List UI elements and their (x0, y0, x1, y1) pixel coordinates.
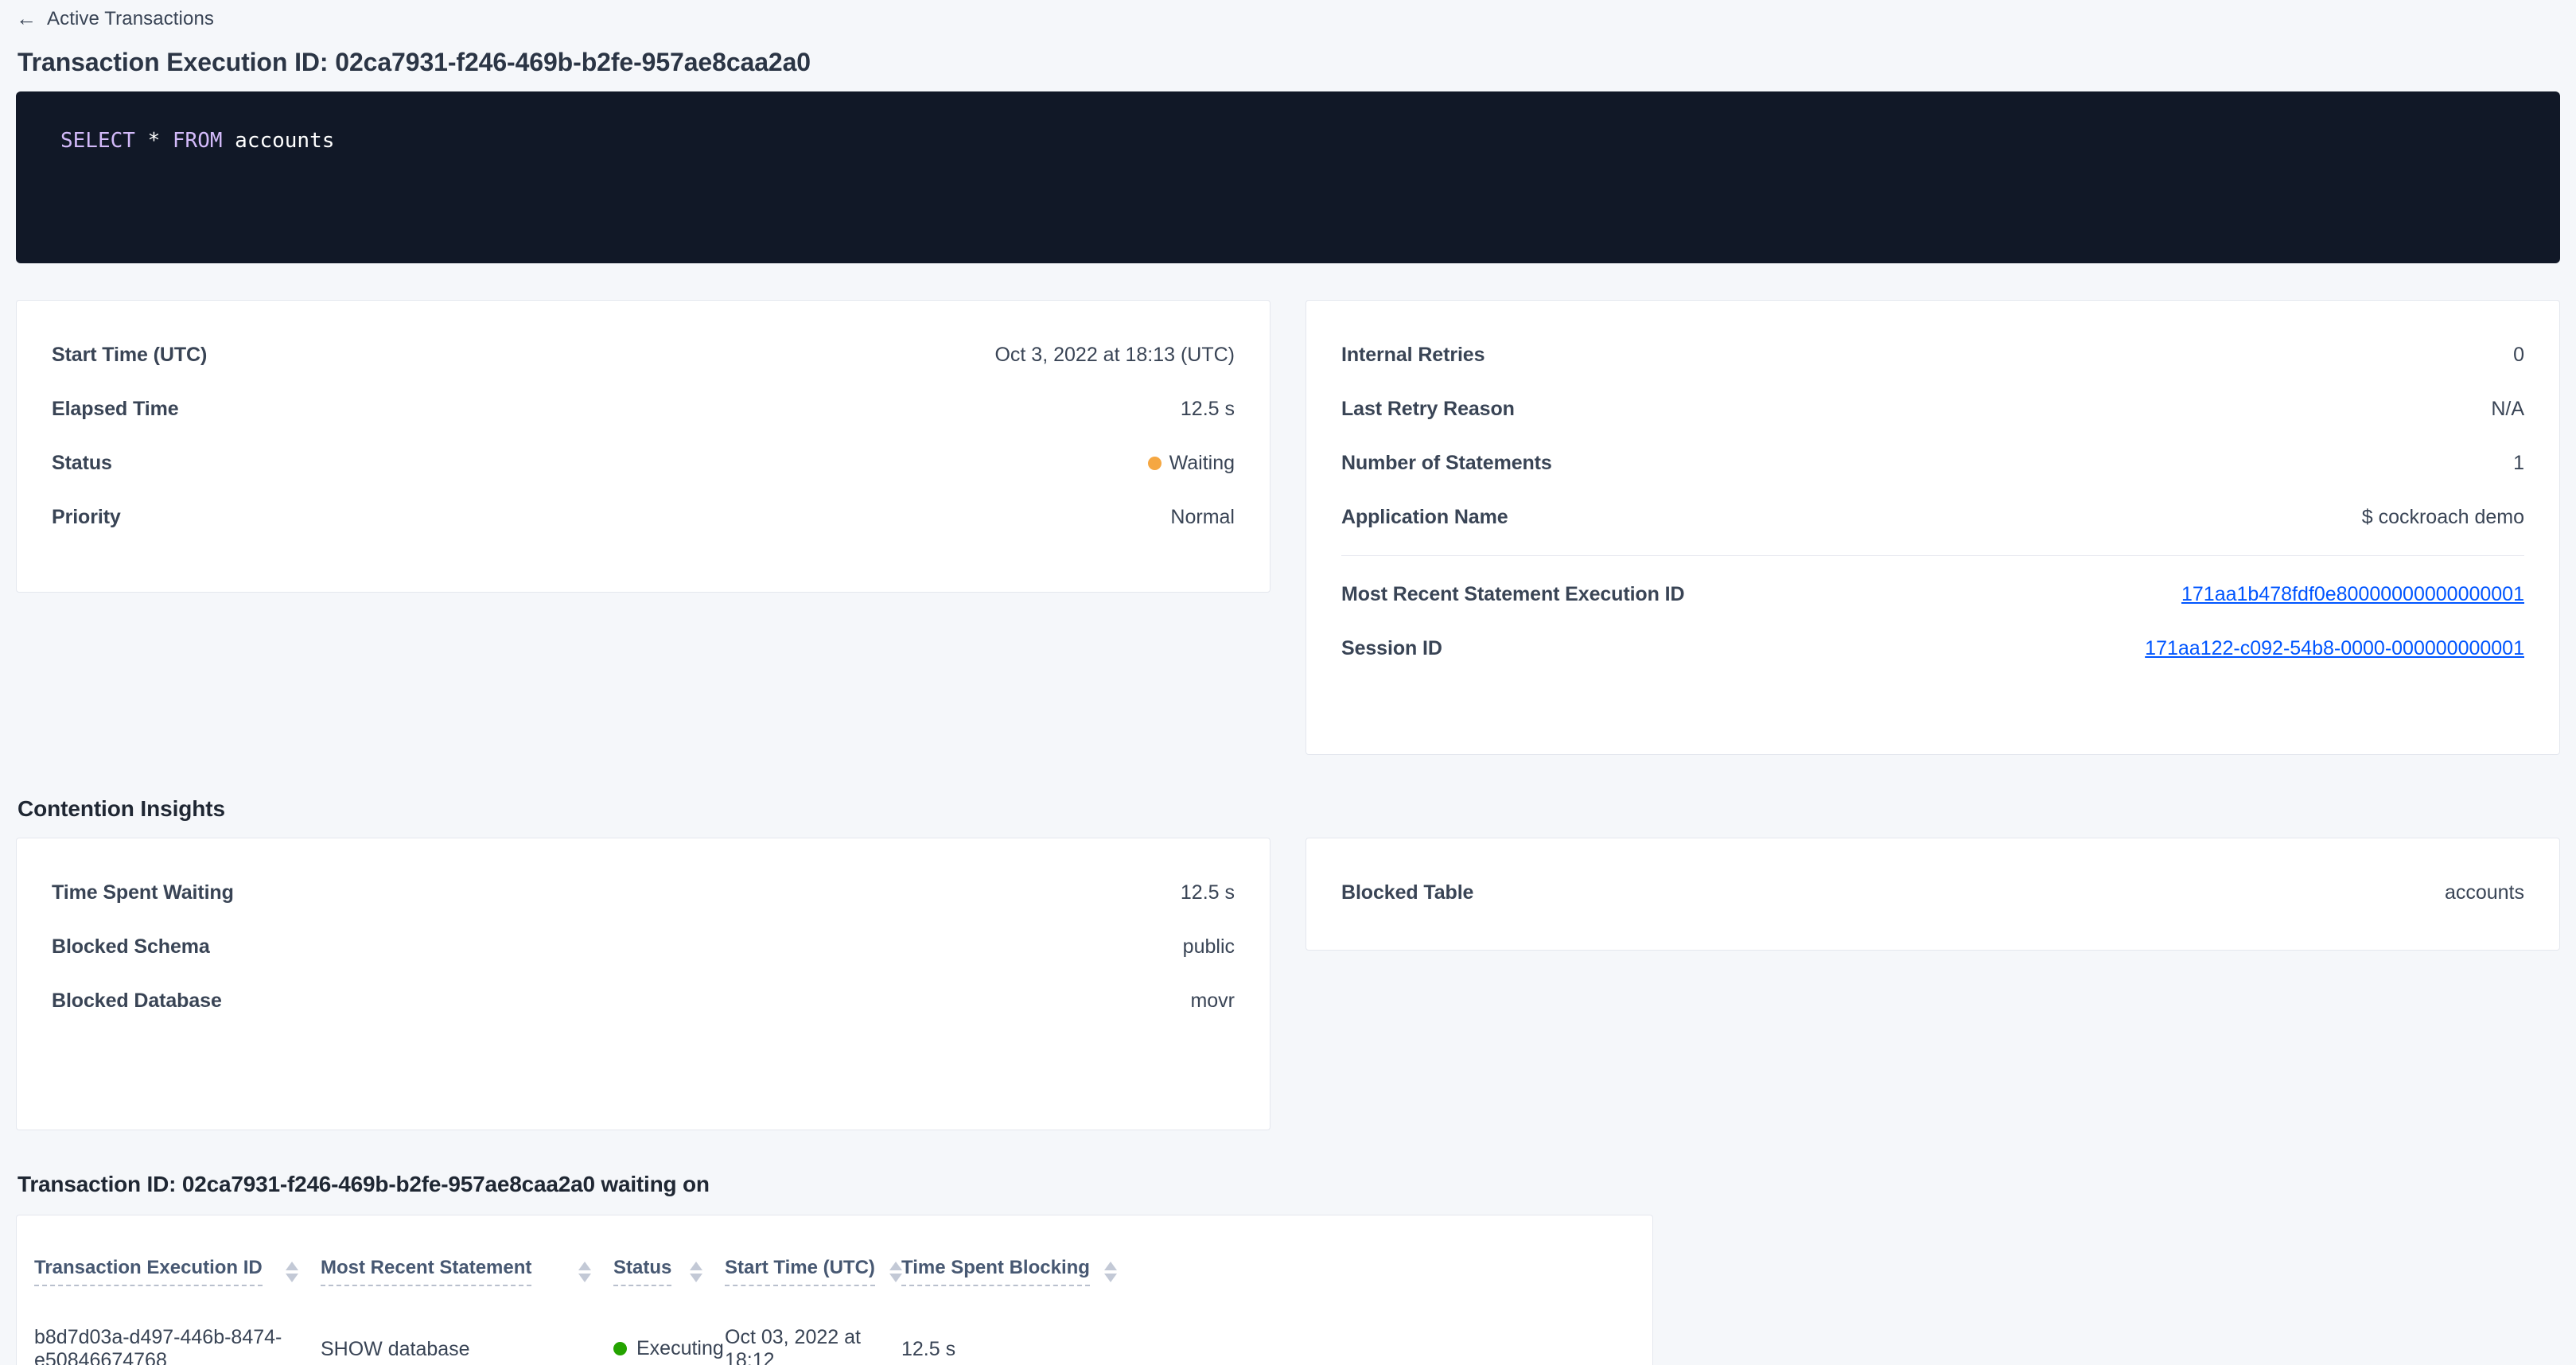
waiting-on-heading: Transaction ID: 02ca7931-f246-469b-b2fe-… (18, 1172, 710, 1196)
column-header-label[interactable]: Transaction Execution ID (34, 1257, 263, 1286)
detail-row-blocked-table: Blocked Table accounts (1341, 865, 2524, 920)
status-dot-waiting-icon (1147, 456, 1162, 470)
detail-label: Most Recent Statement Execution ID (1341, 582, 1685, 605)
sql-table-identifier: accounts (222, 129, 335, 153)
detail-value: Normal (1170, 505, 1235, 528)
cell-status: Executing (613, 1297, 725, 1365)
detail-label: Last Retry Reason (1341, 397, 1515, 420)
cell-transaction-execution-id[interactable]: b8d7d03a-d497-446b-8474-e50846674768 (34, 1297, 321, 1365)
detail-label: Number of Statements (1341, 451, 1552, 474)
column-header-transaction-execution-id[interactable]: Transaction Execution ID (34, 1215, 321, 1297)
column-header-label[interactable]: Status (613, 1257, 672, 1286)
column-header-label[interactable]: Start Time (UTC) (725, 1257, 875, 1286)
detail-value: 0 (2513, 343, 2524, 366)
detail-row-application-name: Application Name $ cockroach demo (1341, 490, 2524, 544)
contention-cards-row: Time Spent Waiting 12.5 s Blocked Schema… (16, 838, 2560, 1130)
column-header-time-spent-blocking[interactable]: Time Spent Blocking (901, 1215, 1117, 1297)
sort-toggle-icon[interactable] (286, 1261, 298, 1282)
detail-value: 12.5 s (1180, 397, 1235, 420)
cell-start-time: Oct 03, 2022 at 18:12 (725, 1297, 901, 1365)
cell-text: b8d7d03a-d497-446b-8474-e50846674768 (34, 1326, 282, 1365)
detail-row-most-recent-statement-execution-id: Most Recent Statement Execution ID 171aa… (1341, 567, 2524, 621)
detail-value: 1 (2513, 451, 2524, 474)
back-to-active-transactions-link[interactable]: ← Active Transactions (16, 0, 214, 33)
detail-value: Oct 3, 2022 at 18:13 (UTC) (994, 343, 1235, 366)
detail-label: Blocked Database (52, 989, 222, 1012)
contention-right-card: Blocked Table accounts (1306, 838, 2560, 951)
back-link-label: Active Transactions (47, 8, 214, 29)
sql-star-operator: * (134, 129, 173, 153)
detail-value: movr (1190, 989, 1235, 1012)
detail-label: Application Name (1341, 505, 1508, 528)
page-title: Transaction Execution ID: 02ca7931-f246-… (18, 48, 811, 76)
sort-toggle-icon[interactable] (690, 1261, 702, 1282)
status-text: Executing (636, 1337, 724, 1359)
detail-label: Status (52, 451, 112, 474)
detail-value: public (1182, 935, 1235, 958)
column-header-start-time[interactable]: Start Time (UTC) (725, 1215, 902, 1297)
sort-toggle-icon[interactable] (1103, 1261, 1117, 1282)
overview-cards-row: Start Time (UTC) Oct 3, 2022 at 18:13 (U… (16, 300, 2560, 755)
waiting-on-table-card: Transaction Execution ID Most Recent Sta… (16, 1215, 1653, 1365)
status-badge: Executing (613, 1337, 724, 1360)
most-recent-statement-execution-id-link[interactable]: 171aa1b478fdf0e80000000000000001 (2181, 582, 2524, 605)
card-divider (1341, 555, 2524, 556)
transaction-overview-card: Start Time (UTC) Oct 3, 2022 at 18:13 (U… (16, 300, 1270, 593)
detail-row-number-of-statements: Number of Statements 1 (1341, 436, 2524, 490)
table-header-row: Transaction Execution ID Most Recent Sta… (34, 1215, 1635, 1297)
detail-row-blocked-database: Blocked Database movr (52, 974, 1235, 1028)
status-dot-executing-icon (613, 1342, 627, 1355)
detail-row-elapsed-time: Elapsed Time 12.5 s (52, 382, 1235, 436)
cell-spacer (1084, 1297, 1635, 1365)
column-header-most-recent-statement[interactable]: Most Recent Statement (321, 1215, 613, 1297)
cell-text: SHOW database (321, 1337, 470, 1360)
table-row[interactable]: b8d7d03a-d497-446b-8474-e50846674768 SHO… (34, 1297, 1635, 1365)
detail-label: Priority (52, 505, 121, 528)
waiting-on-table: Transaction Execution ID Most Recent Sta… (34, 1215, 1635, 1365)
cell-text: Oct 03, 2022 at 18:12 (725, 1326, 861, 1365)
contention-left-card: Time Spent Waiting 12.5 s Blocked Schema… (16, 838, 1270, 1130)
sort-toggle-icon[interactable] (578, 1261, 591, 1282)
detail-label: Elapsed Time (52, 397, 179, 420)
column-header-status[interactable]: Status (613, 1215, 725, 1297)
sql-statement-block: SELECT * FROM accounts (16, 91, 2560, 263)
sort-toggle-icon[interactable] (889, 1261, 902, 1282)
detail-row-priority: Priority Normal (52, 490, 1235, 544)
detail-label: Blocked Schema (52, 935, 210, 958)
sql-keyword-from: FROM (172, 129, 223, 153)
status-text: Waiting (1169, 451, 1235, 474)
detail-row-start-time: Start Time (UTC) Oct 3, 2022 at 18:13 (U… (52, 328, 1235, 382)
detail-row-internal-retries: Internal Retries 0 (1341, 328, 2524, 382)
detail-row-session-id: Session ID 171aa122-c092-54b8-0000-00000… (1341, 621, 2524, 675)
cell-text: 12.5 s (901, 1337, 956, 1360)
detail-row-status: Status Waiting (52, 436, 1235, 490)
detail-value: $ cockroach demo (2361, 505, 2524, 528)
detail-value: 12.5 s (1180, 881, 1235, 904)
detail-label: Time Spent Waiting (52, 881, 234, 904)
column-header-label[interactable]: Time Spent Blocking (901, 1257, 1090, 1286)
detail-row-blocked-schema: Blocked Schema public (52, 920, 1235, 974)
detail-row-time-spent-waiting: Time Spent Waiting 12.5 s (52, 865, 1235, 920)
status-badge: Waiting (1147, 451, 1235, 475)
detail-label: Start Time (UTC) (52, 343, 208, 366)
transaction-metadata-card: Internal Retries 0 Last Retry Reason N/A… (1306, 300, 2560, 755)
sql-keyword-select: SELECT (60, 129, 135, 153)
column-header-spacer (1084, 1215, 1635, 1297)
detail-label: Blocked Table (1341, 881, 1474, 904)
contention-insights-heading: Contention Insights (18, 796, 225, 821)
cell-most-recent-statement: SHOW database (321, 1297, 613, 1365)
detail-value: N/A (2491, 397, 2524, 420)
detail-label: Internal Retries (1341, 343, 1485, 366)
detail-value: accounts (2444, 881, 2524, 904)
detail-label: Session ID (1341, 636, 1442, 659)
arrow-left-icon: ← (16, 6, 37, 30)
cell-time-spent-blocking: 12.5 s (901, 1297, 1084, 1365)
detail-row-last-retry-reason: Last Retry Reason N/A (1341, 382, 2524, 436)
column-header-label[interactable]: Most Recent Statement (321, 1257, 532, 1286)
session-id-link[interactable]: 171aa122-c092-54b8-0000-000000000001 (2145, 636, 2524, 659)
